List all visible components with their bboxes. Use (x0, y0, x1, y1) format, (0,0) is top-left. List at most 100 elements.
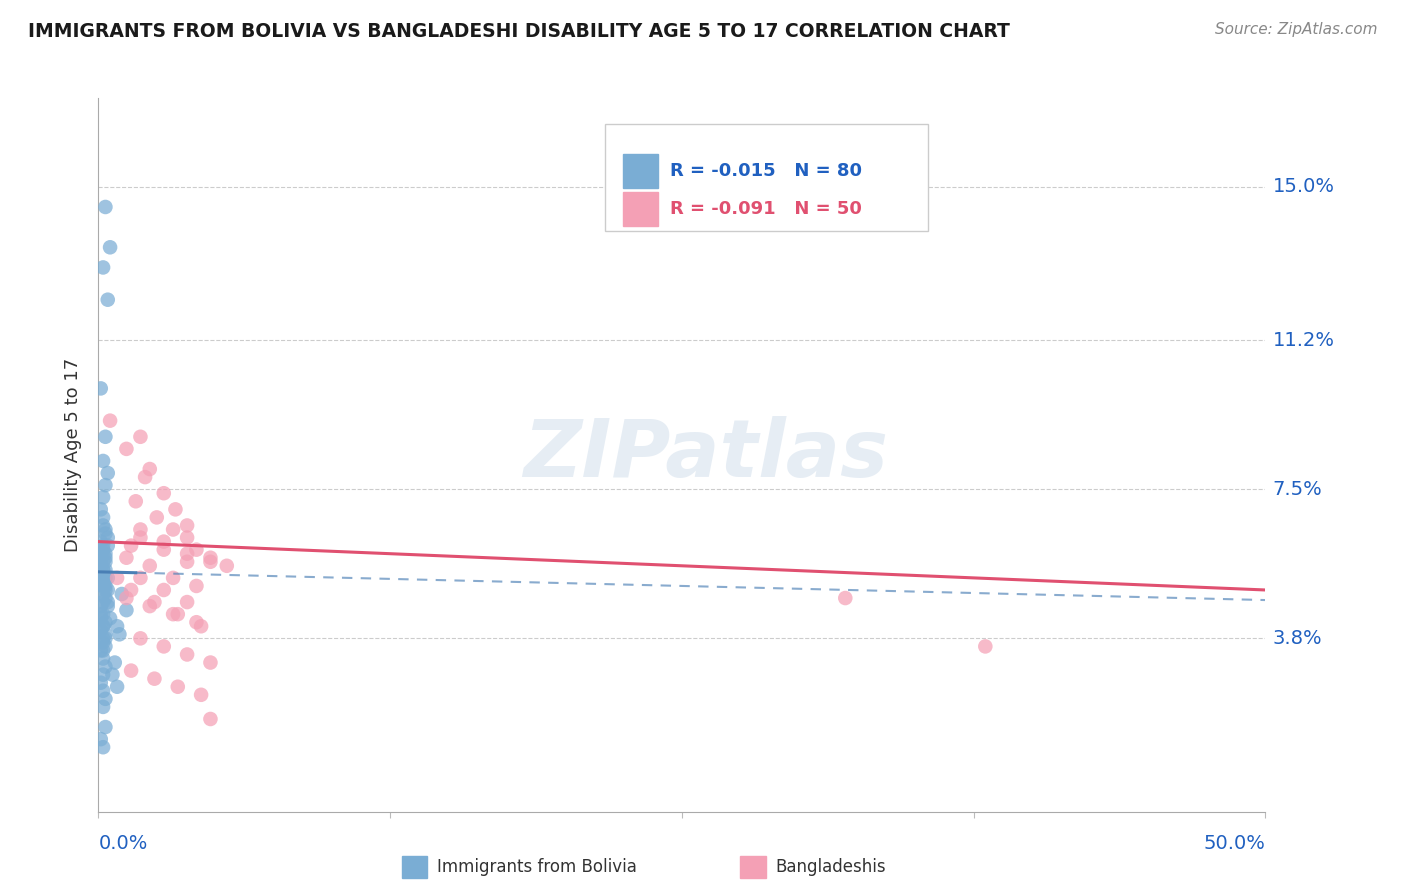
Point (200, 555, 222, 569)
Point (101, 667, 124, 681)
Point (94, 200, 117, 214)
Point (129, 523, 152, 537)
Point (115, 591, 138, 605)
Point (91, 635, 114, 649)
Point (94, 547, 117, 561)
Point (90, 624, 112, 638)
Point (120, 664, 142, 678)
Point (94, 691, 117, 706)
Text: 11.2%: 11.2% (1272, 331, 1334, 350)
Point (152, 542, 174, 557)
Point (90, 732, 112, 747)
Point (91, 651, 114, 665)
Point (91, 542, 114, 557)
Point (90, 611, 112, 625)
Point (139, 462, 162, 476)
Point (90, 547, 112, 561)
Point (97, 571, 120, 585)
Point (139, 558, 162, 573)
Text: ZIPatlas: ZIPatlas (523, 416, 887, 494)
Point (90, 599, 112, 613)
Point (120, 539, 142, 553)
Point (90, 381, 112, 395)
Point (186, 615, 208, 630)
Point (200, 712, 222, 726)
Point (91, 547, 114, 561)
Point (176, 555, 198, 569)
Point (162, 523, 184, 537)
Point (90, 607, 112, 622)
Point (834, 591, 856, 605)
Point (152, 486, 174, 500)
Point (115, 603, 138, 617)
Point (162, 571, 184, 585)
Point (94, 523, 117, 537)
Text: Source: ZipAtlas.com: Source: ZipAtlas.com (1215, 22, 1378, 37)
Point (215, 558, 238, 573)
Point (90, 558, 112, 573)
Point (129, 430, 152, 444)
Point (152, 582, 174, 597)
Point (94, 571, 117, 585)
Point (91, 595, 114, 609)
Point (104, 656, 127, 670)
Point (115, 550, 138, 565)
Point (94, 430, 117, 444)
Point (91, 579, 114, 593)
Point (94, 526, 117, 541)
Point (97, 466, 120, 480)
Point (176, 518, 198, 533)
Text: 0.0%: 0.0% (98, 834, 148, 853)
Point (94, 627, 117, 641)
Point (152, 534, 174, 549)
Text: 3.8%: 3.8% (1272, 629, 1322, 648)
Point (91, 607, 114, 622)
Point (176, 595, 198, 609)
Point (200, 656, 222, 670)
Point (111, 587, 134, 601)
Point (91, 643, 114, 657)
Point (91, 667, 114, 681)
Text: Immigrants from Bolivia: Immigrants from Bolivia (437, 858, 637, 876)
Point (94, 640, 117, 654)
Point (97, 293, 120, 307)
Point (94, 582, 117, 597)
Point (94, 615, 117, 630)
Point (91, 683, 114, 698)
Text: R = -0.015   N = 80: R = -0.015 N = 80 (669, 161, 862, 179)
Point (105, 619, 128, 633)
Point (91, 563, 114, 577)
Point (129, 531, 152, 545)
Text: Bangladeshis: Bangladeshis (776, 858, 886, 876)
Point (91, 563, 114, 577)
Point (91, 579, 114, 593)
Point (94, 720, 117, 734)
Point (94, 550, 117, 565)
Point (91, 619, 114, 633)
Point (91, 510, 114, 524)
Point (190, 619, 212, 633)
Point (94, 579, 117, 593)
Point (91, 740, 114, 755)
Point (94, 478, 117, 492)
Point (90, 502, 112, 516)
Point (105, 571, 128, 585)
Point (139, 599, 162, 613)
Point (90, 563, 112, 577)
Point (186, 542, 208, 557)
Point (974, 640, 997, 654)
Point (186, 579, 208, 593)
Point (97, 539, 120, 553)
Point (98, 240, 121, 254)
Text: 15.0%: 15.0% (1272, 178, 1334, 196)
Point (129, 632, 152, 646)
Point (134, 470, 156, 484)
Point (143, 672, 166, 686)
Point (190, 688, 212, 702)
Point (90, 555, 112, 569)
Point (176, 531, 198, 545)
Point (98, 611, 121, 625)
Point (91, 571, 114, 585)
Point (97, 531, 120, 545)
Point (129, 571, 152, 585)
